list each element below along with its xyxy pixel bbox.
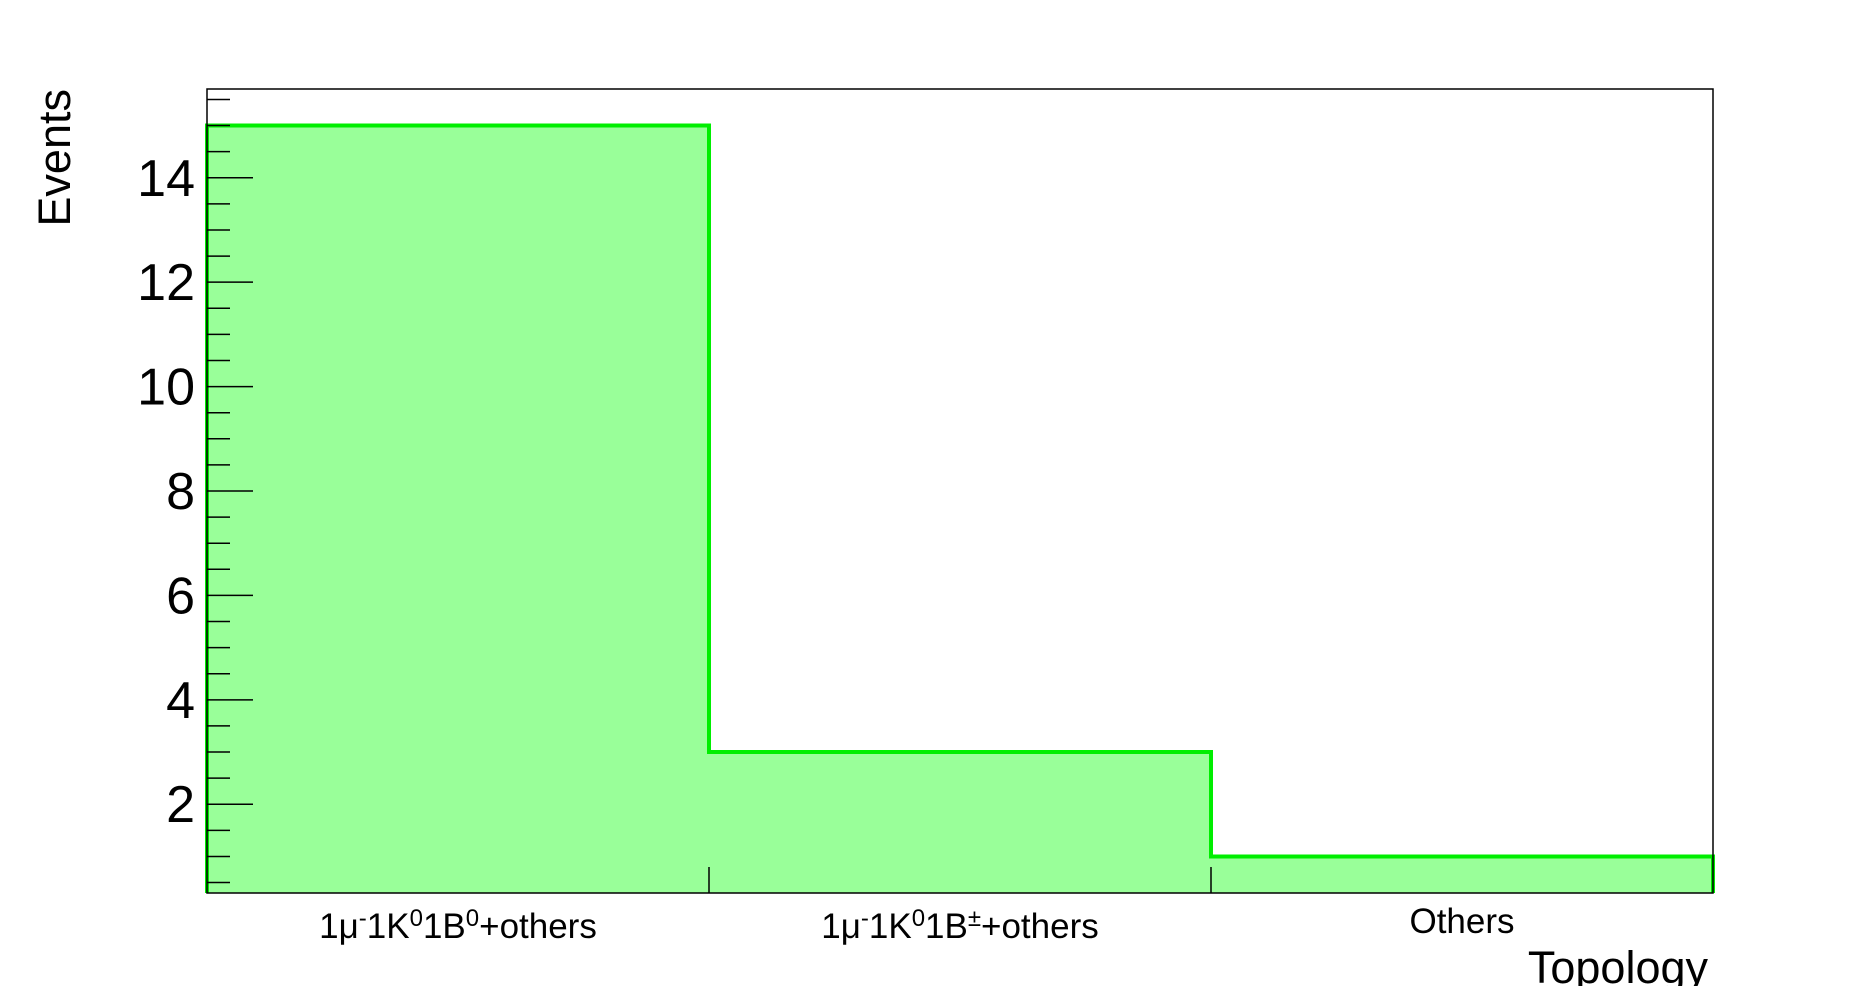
x-category-label-1: 1μ-1K01B0+others bbox=[319, 905, 597, 946]
y-axis: 2 4 6 8 10 12 14 bbox=[137, 98, 253, 884]
bar-2 bbox=[709, 752, 1211, 893]
bar-3 bbox=[1211, 856, 1713, 893]
x-axis-title: Topology bbox=[1528, 942, 1709, 986]
bar-group bbox=[205, 123, 1715, 893]
y-tick-label: 12 bbox=[137, 254, 195, 312]
x-category-label-3: Others bbox=[1409, 902, 1514, 941]
bar-1 bbox=[207, 125, 709, 893]
y-axis-title: Events bbox=[29, 89, 80, 227]
x-category-label-2: 1μ-1K01B±+others bbox=[821, 905, 1099, 946]
x-axis: 1μ-1K01B0+others 1μ-1K01B±+others Others bbox=[319, 867, 1515, 946]
histogram-outline bbox=[205, 123, 1715, 893]
y-tick-label: 6 bbox=[166, 567, 195, 625]
y-tick-label: 14 bbox=[137, 150, 195, 208]
y-tick-label: 10 bbox=[137, 359, 195, 417]
y-tick-label: 2 bbox=[166, 776, 195, 834]
y-tick-label: 4 bbox=[166, 672, 195, 730]
y-tick-label: 8 bbox=[166, 463, 195, 521]
